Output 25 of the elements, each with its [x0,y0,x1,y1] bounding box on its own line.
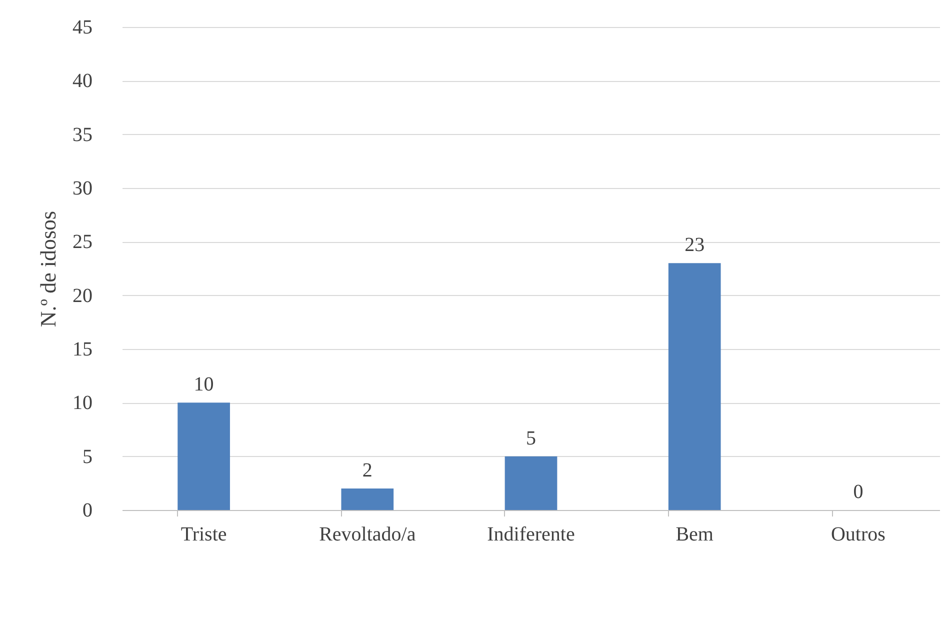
y-tick-label: 5 [82,446,92,468]
x-tick-label: Triste [180,524,227,546]
bar [341,488,394,510]
bar [668,263,721,510]
y-tick-label: 10 [72,392,92,414]
data-label: 0 [853,481,864,503]
y-tick-label: 0 [82,500,92,522]
bar [504,456,558,510]
x-tick-label: Indiferente [487,524,575,546]
x-tick-label: Bem [676,524,714,546]
bar [178,402,230,510]
data-label: 5 [526,427,536,450]
y-tick-label: 30 [72,178,92,200]
y-axis-title: N.º de idosos [36,210,60,328]
x-tick-label: Outros [830,524,886,546]
y-tick-label: 20 [72,284,92,307]
y-tick-label: 45 [72,16,92,38]
y-tick-label: 25 [72,231,92,254]
y-tick-label: 35 [72,124,92,146]
x-tick-label: Revoltado/a [319,524,416,546]
data-label: 10 [194,374,214,396]
y-tick-label: 15 [72,338,92,360]
data-label: 2 [362,460,372,482]
data-label: 23 [684,234,705,256]
y-tick-label: 40 [72,70,92,92]
